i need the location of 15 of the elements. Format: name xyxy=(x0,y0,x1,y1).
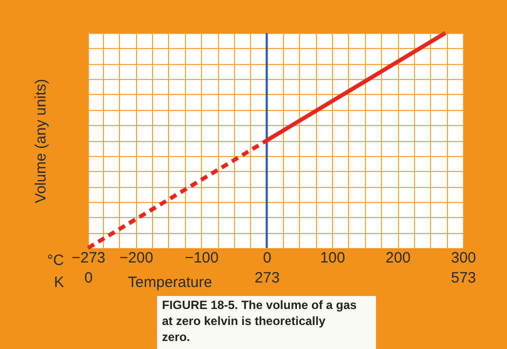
x-tick-label: −200 xyxy=(119,250,154,266)
x-tick-label: −273 xyxy=(72,250,106,266)
x-tick-label: 0 xyxy=(262,250,272,266)
caption: FIGURE 18-5. The volume of a gas at zero kelvin is theoretically zero. xyxy=(162,298,358,344)
text: K xyxy=(54,274,64,291)
x2-tick-label: 273 xyxy=(254,270,280,286)
x-tick-label: −100 xyxy=(184,250,219,266)
x-tick-label: 100 xyxy=(320,250,346,266)
text: °C xyxy=(47,252,64,269)
x-tick-label: 300 xyxy=(450,250,476,266)
x2-tick-label: 573 xyxy=(450,270,476,286)
x-axis-title: Temperature xyxy=(128,274,212,291)
x-tick-label: 200 xyxy=(386,250,411,266)
x2-tick-label: 0 xyxy=(84,270,93,286)
y-axis-title: Volume (any units) xyxy=(32,78,50,204)
